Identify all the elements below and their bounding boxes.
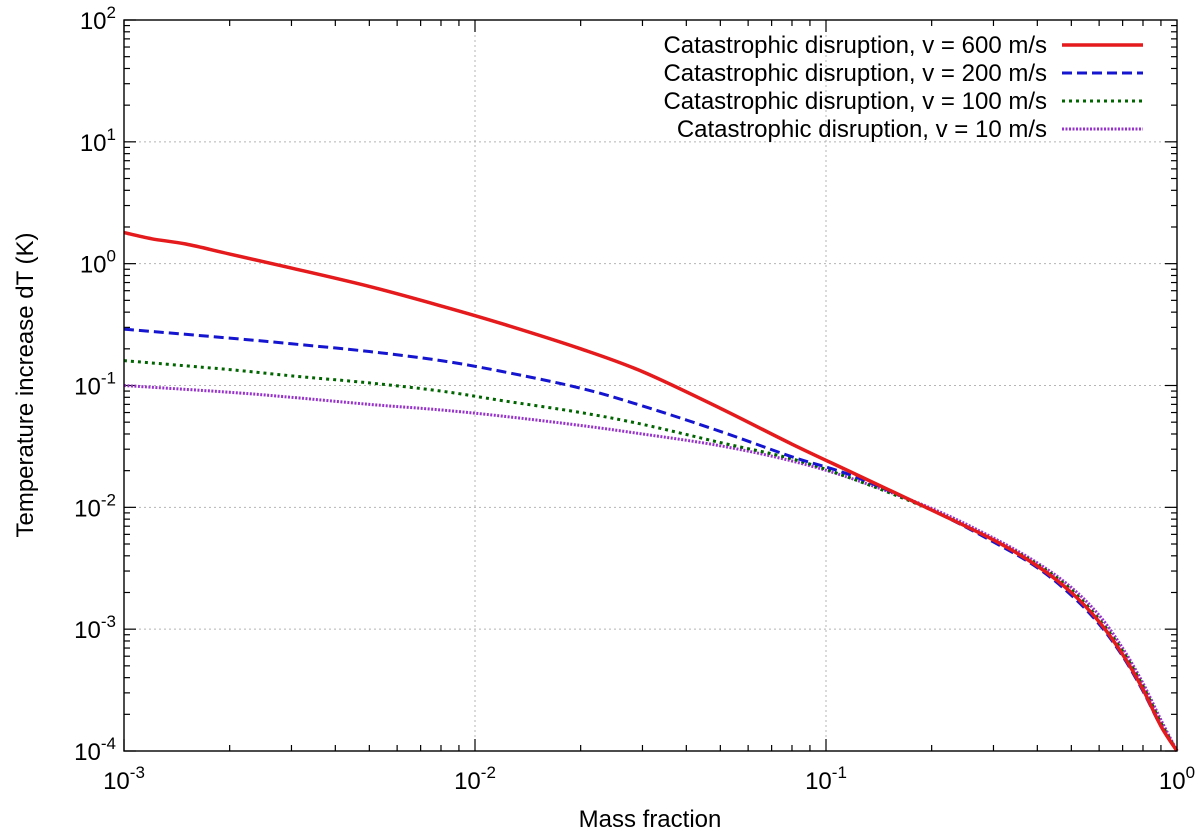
y-tick-label: 100 [80,247,116,279]
x-tick-label: 10-3 [103,763,145,795]
x-tick-labels: 10-3 10-2 10-1 100 [103,763,1195,795]
y-tick-label: 10-3 [74,612,116,644]
series-line-4 [123,384,1179,752]
y-tick-label: 10-4 [74,734,116,766]
y-tick-label: 10-2 [74,490,116,522]
legend-label: Catastrophic disruption, v = 10 m/s [677,116,1047,143]
x-axis-label: Mass fraction [579,806,722,831]
grid-lines [124,20,1177,751]
x-tick-label: 100 [1159,763,1195,795]
plot-frame [123,19,1178,752]
x-tick-label: 10-1 [805,763,847,795]
series-line-3 [123,359,1179,752]
x-tick-label: 10-2 [454,763,496,795]
legend: Catastrophic disruption, v = 600 m/sCata… [663,32,1143,143]
y-tick-label: 101 [80,125,116,157]
y-tick-label: 10-1 [74,369,116,401]
series-line-2 [123,327,1179,752]
legend-label: Catastrophic disruption, v = 600 m/s [663,32,1047,59]
legend-label: Catastrophic disruption, v = 100 m/s [663,88,1047,115]
series-line-1 [123,230,1179,752]
series-lines [123,230,1179,752]
y-tick-labels: 10-4 10-3 10-2 10-1 100 101 102 [74,3,116,766]
y-axis-label: Temperature increase dT (K) [12,232,39,537]
legend-label: Catastrophic disruption, v = 200 m/s [663,60,1047,87]
y-tick-label: 102 [80,3,116,35]
